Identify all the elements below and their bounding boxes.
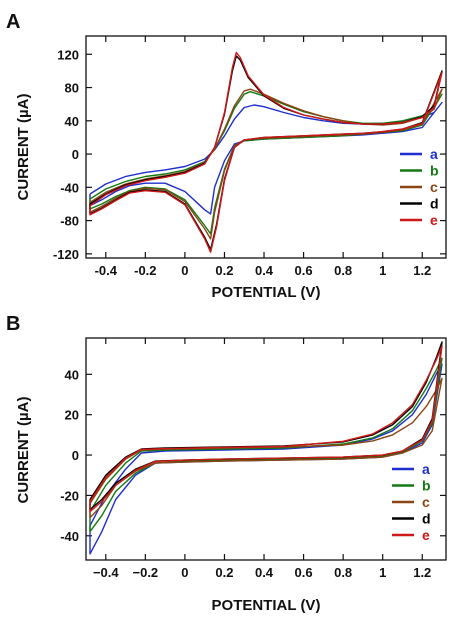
plot-frame-a <box>85 35 447 259</box>
series-curve-c <box>89 377 443 519</box>
series-curve-d <box>89 55 443 251</box>
series-curve-b <box>89 91 443 235</box>
series-curve-a <box>89 101 443 215</box>
legend-label-c: c <box>430 179 438 195</box>
x-tick-label: 0.4 <box>255 263 274 278</box>
y-axis-label-b: CURRENT (µA) <box>15 397 32 504</box>
legend-label-d: d <box>430 196 439 212</box>
x-tick-label: 0.6 <box>295 565 313 580</box>
x-tick-label: -0.4 <box>95 263 118 278</box>
x-tick-label: 0.4 <box>255 565 274 580</box>
y-tick-label: 0 <box>72 448 79 463</box>
y-tick-label: 40 <box>65 114 79 129</box>
series-curve-c <box>89 88 443 240</box>
x-tick-label: 1 <box>379 263 386 278</box>
series-curve-e <box>89 51 443 253</box>
x-tick-label: 0.2 <box>215 565 233 580</box>
legend-label-c: c <box>422 494 430 510</box>
legend-label-b: b <box>422 478 431 494</box>
legend-label-a: a <box>430 146 438 162</box>
legend-label-e: e <box>430 212 438 228</box>
panel-label-b: B <box>6 313 20 335</box>
y-tick-label: 80 <box>65 81 79 96</box>
x-axis-label-a: POTENTIAL (V) <box>212 284 321 301</box>
x-tick-label: 0 <box>181 263 188 278</box>
x-tick-label: 0.2 <box>215 263 233 278</box>
x-tick-label: −0.2 <box>133 565 159 580</box>
x-tick-label: 0 <box>181 565 188 580</box>
ticks-b: −0.4 −0.2 0 0.2 0.4 0.6 0.8 1 1.2 -40 -20 0 20 40 <box>60 338 446 580</box>
panel-label-a: A <box>6 11 20 33</box>
curves-a <box>89 51 443 253</box>
x-tick-label: 1.2 <box>413 565 431 580</box>
plot-frame-b <box>85 337 447 561</box>
chart-panel-b: −0.4 −0.2 0 0.2 0.4 0.6 0.8 1 1.2 -40 -20 0 20 40 abc… <box>15 337 447 614</box>
x-tick-label: 1 <box>379 565 386 580</box>
y-tick-label: 40 <box>65 367 79 382</box>
y-tick-label: -40 <box>60 180 79 195</box>
y-tick-label: 0 <box>72 147 79 162</box>
y-axis-label-a: CURRENT (µA) <box>15 94 32 201</box>
series-curve-d <box>89 341 443 511</box>
legend-label-e: e <box>422 527 430 543</box>
y-tick-label: -40 <box>60 529 79 544</box>
x-tick-label: 0.8 <box>334 263 352 278</box>
x-axis-label-b: POTENTIAL (V) <box>212 597 321 614</box>
curves-b <box>89 341 443 555</box>
y-tick-label: 120 <box>57 47 79 62</box>
y-tick-label: -120 <box>53 247 79 262</box>
x-tick-label: 1.2 <box>413 263 431 278</box>
legend-label-a: a <box>422 461 430 477</box>
ticks-a: -0.4 -0.2 0 0.2 0.4 0.6 0.8 1 1.2 -120 -80 -40 0 40 80… <box>53 36 446 278</box>
legend-label-d: d <box>422 511 431 527</box>
legend-label-b: b <box>430 163 439 179</box>
x-tick-label: -0.2 <box>134 263 156 278</box>
y-tick-label: 20 <box>65 408 79 423</box>
y-tick-label: -80 <box>60 214 79 229</box>
y-tick-label: -20 <box>60 488 79 503</box>
series-curve-b <box>89 357 443 533</box>
chart-panel-a: -0.4 -0.2 0 0.2 0.4 0.6 0.8 1 1.2 -120 -80 -40 0 40 80… <box>15 35 447 301</box>
series-curve-e <box>89 345 443 513</box>
x-tick-label: 0.6 <box>295 263 313 278</box>
x-tick-label: −0.4 <box>93 565 119 580</box>
x-tick-label: 0.8 <box>334 565 352 580</box>
